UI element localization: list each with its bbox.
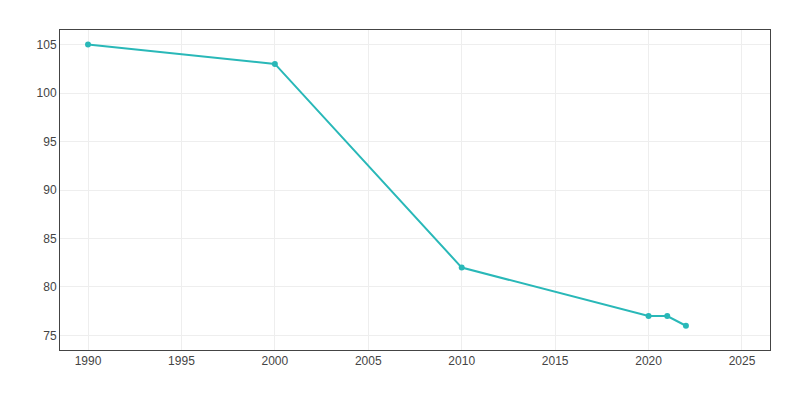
svg-text:75: 75 (43, 329, 57, 343)
svg-text:90: 90 (43, 183, 57, 197)
svg-text:80: 80 (43, 280, 57, 294)
svg-text:100: 100 (37, 86, 57, 100)
svg-text:1995: 1995 (168, 354, 195, 368)
svg-text:2020: 2020 (635, 354, 662, 368)
svg-text:2015: 2015 (542, 354, 569, 368)
svg-text:85: 85 (43, 232, 57, 246)
svg-text:1990: 1990 (75, 354, 102, 368)
svg-text:2005: 2005 (355, 354, 382, 368)
svg-text:95: 95 (43, 135, 57, 149)
svg-text:2010: 2010 (448, 354, 475, 368)
svg-text:2025: 2025 (729, 354, 756, 368)
svg-text:105: 105 (37, 38, 57, 52)
svg-text:2000: 2000 (262, 354, 289, 368)
